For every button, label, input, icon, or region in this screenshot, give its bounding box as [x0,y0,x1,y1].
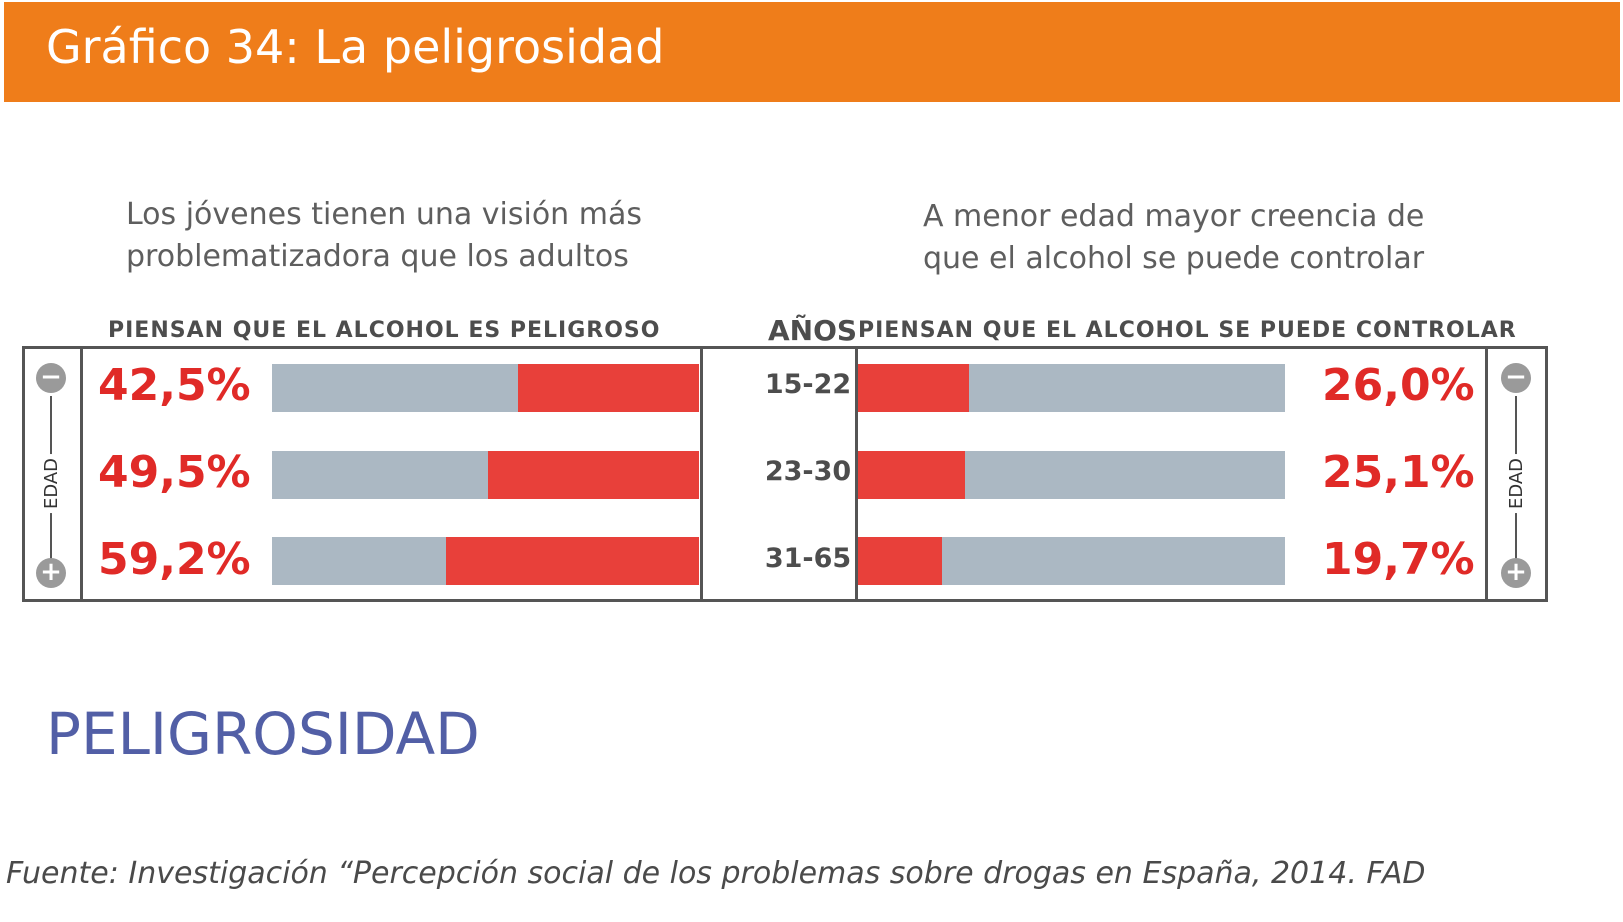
left-bar-track [272,451,699,499]
age-label: 23-30 [764,456,852,487]
left-value-label: 49,5% [98,447,251,498]
left-value-label: 42,5% [98,360,251,411]
left-axis-label: EDAD [41,453,63,514]
chart-title: Gráfico 34: La peligrosidad [46,20,665,74]
left-bar-track [272,537,699,585]
right-bar [858,364,970,412]
left-subtitle-line-1: Los jóvenes tienen una visión más [126,197,642,232]
left-value-label: 59,2% [98,534,251,585]
right-bar-track [858,537,1285,585]
right-bar-track [858,451,1285,499]
right-bar [858,537,943,585]
right-bar-track [858,364,1285,412]
age-label: 31-65 [764,543,852,574]
left-subtitle: Los jóvenes tienen una visión más proble… [126,194,642,278]
source-note: Fuente: Investigación “Percepción social… [6,856,1426,891]
right-axis-label: EDAD [1506,453,1528,514]
plus-icon: + [1501,558,1531,588]
left-column-header: PIENSAN QUE EL ALCOHOL ES PELIGROSO [108,318,661,343]
right-subtitle-line-2: que el alcohol se puede controlar [923,241,1425,276]
plus-icon: + [36,558,66,588]
age-column-header: AÑOS [768,314,858,347]
right-bar [858,451,966,499]
section-title: PELIGROSIDAD [46,700,480,768]
left-bar-track [272,364,699,412]
right-value-label: 26,0% [1322,360,1475,411]
right-column-header: PIENSAN QUE EL ALCOHOL SE PUEDE CONTROLA… [858,318,1517,343]
left-bar [446,537,699,585]
right-value-label: 25,1% [1322,447,1475,498]
right-subtitle-line-1: A menor edad mayor creencia de [923,199,1425,234]
right-age-axis-frame [1485,346,1548,602]
right-subtitle: A menor edad mayor creencia de que el al… [923,196,1424,280]
minus-icon: − [1501,363,1531,393]
age-label: 15-22 [764,369,852,400]
title-bar: Gráfico 34: La peligrosidad [4,2,1620,102]
right-value-label: 19,7% [1322,534,1475,585]
left-bar [487,451,699,499]
left-bar [517,364,699,412]
minus-icon: − [36,363,66,393]
left-subtitle-line-2: problematizadora que los adultos [126,239,629,274]
